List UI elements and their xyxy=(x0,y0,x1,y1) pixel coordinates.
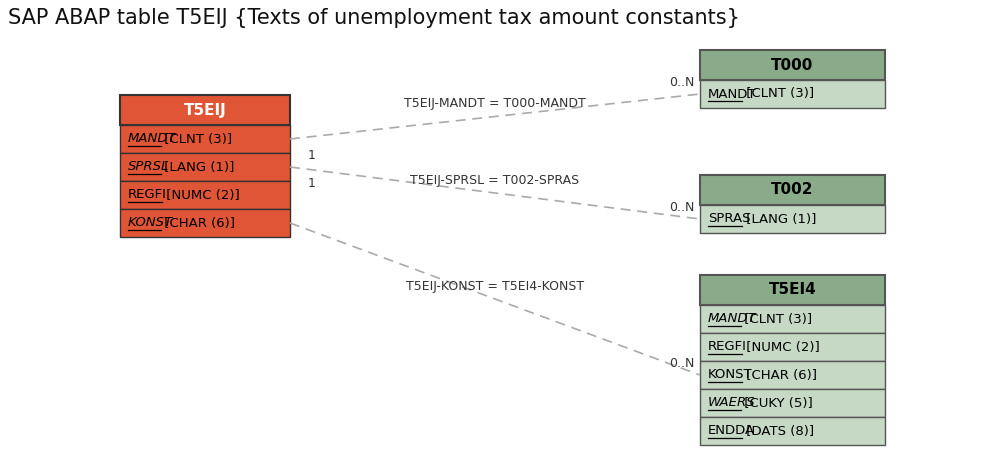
Text: [LANG (1)]: [LANG (1)] xyxy=(742,212,816,226)
Bar xyxy=(700,417,885,445)
Text: MANDT: MANDT xyxy=(128,132,177,146)
Text: SAP ABAP table T5EIJ {Texts of unemployment tax amount constants}: SAP ABAP table T5EIJ {Texts of unemploym… xyxy=(8,8,740,28)
Text: T5EIJ-MANDT = T000-MANDT: T5EIJ-MANDT = T000-MANDT xyxy=(405,98,585,110)
Text: REGFI: REGFI xyxy=(128,188,167,201)
Bar xyxy=(120,209,290,237)
Bar xyxy=(700,389,885,417)
Bar xyxy=(120,125,290,153)
Text: [CLNT (3)]: [CLNT (3)] xyxy=(741,313,813,326)
Bar xyxy=(700,275,885,305)
Bar xyxy=(120,95,290,125)
Text: T002: T002 xyxy=(771,182,814,198)
Bar xyxy=(700,50,885,80)
Text: [CLNT (3)]: [CLNT (3)] xyxy=(742,88,814,100)
Text: T5EIJ: T5EIJ xyxy=(184,102,226,118)
Text: [CLNT (3)]: [CLNT (3)] xyxy=(160,132,232,146)
Text: SPRSL: SPRSL xyxy=(128,160,169,173)
Text: MANDT: MANDT xyxy=(708,313,757,326)
Text: [NUMC (2)]: [NUMC (2)] xyxy=(742,340,820,354)
Text: 0..N: 0..N xyxy=(670,201,695,214)
Bar xyxy=(700,333,885,361)
Text: [DATS (8)]: [DATS (8)] xyxy=(742,425,814,437)
Text: [CHAR (6)]: [CHAR (6)] xyxy=(742,368,817,381)
Text: SPRAS: SPRAS xyxy=(708,212,751,226)
Text: [NUMC (2)]: [NUMC (2)] xyxy=(162,188,239,201)
Bar xyxy=(700,175,885,205)
Text: T000: T000 xyxy=(771,58,814,72)
Text: [CUKY (5)]: [CUKY (5)] xyxy=(741,397,813,409)
Text: T5EIJ-SPRSL = T002-SPRAS: T5EIJ-SPRSL = T002-SPRAS xyxy=(410,174,580,187)
Text: 0..N: 0..N xyxy=(670,76,695,89)
Bar xyxy=(120,181,290,209)
Text: T5EI4: T5EI4 xyxy=(768,282,816,298)
Text: REGFI: REGFI xyxy=(708,340,747,354)
Bar xyxy=(700,361,885,389)
Text: WAERS: WAERS xyxy=(708,397,756,409)
Text: MANDT: MANDT xyxy=(708,88,757,100)
Text: KONST: KONST xyxy=(708,368,753,381)
Bar xyxy=(700,80,885,108)
Text: ENDDA: ENDDA xyxy=(708,425,756,437)
Bar xyxy=(700,205,885,233)
Text: [LANG (1)]: [LANG (1)] xyxy=(160,160,234,173)
Text: 1: 1 xyxy=(308,177,315,190)
Text: KONST: KONST xyxy=(128,217,173,229)
Text: T5EIJ-KONST = T5EI4-KONST: T5EIJ-KONST = T5EI4-KONST xyxy=(405,280,584,293)
Text: 0..N: 0..N xyxy=(670,357,695,370)
Text: [CHAR (6)]: [CHAR (6)] xyxy=(160,217,235,229)
Text: 1: 1 xyxy=(308,149,315,162)
Bar xyxy=(700,305,885,333)
Bar xyxy=(120,153,290,181)
